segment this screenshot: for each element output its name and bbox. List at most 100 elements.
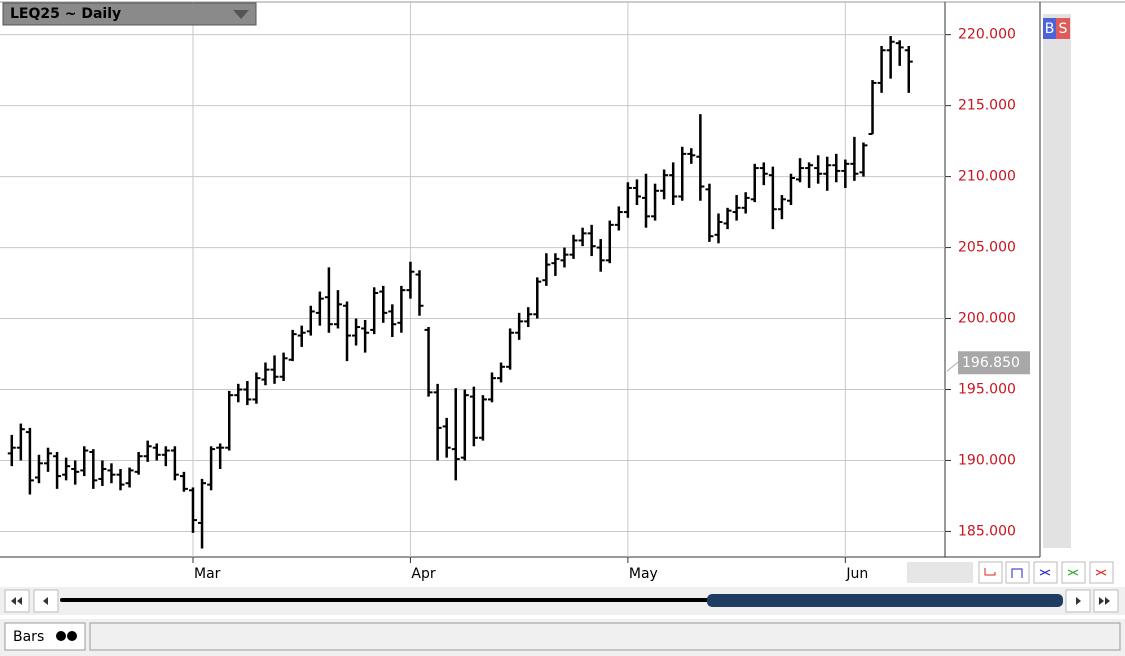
view-icon: [67, 631, 77, 641]
scroll-icon: [1076, 597, 1081, 605]
ohlc-bar: [34, 454, 43, 484]
ohlc-bar: [877, 46, 886, 93]
ohlc-bar: [750, 163, 759, 203]
ohlc-bar: [324, 267, 333, 333]
ohlc-bar: [823, 156, 832, 191]
x-tick-label: Apr: [411, 566, 435, 582]
sell-label: S: [1059, 21, 1068, 37]
ohlc-bar: [7, 434, 16, 467]
ohlc-bar: [451, 388, 460, 481]
ohlc-bar: [660, 169, 669, 200]
ohlc-bar: [814, 155, 823, 184]
ohlc-bar: [605, 220, 614, 264]
y-tick-label: 215.000: [958, 98, 1016, 114]
scroll-icon: [1099, 597, 1110, 605]
scroll-thumb[interactable]: [707, 594, 1063, 607]
tool-icon: [984, 568, 996, 576]
y-tick-label: 200.000: [958, 311, 1016, 327]
ohlc-bar: [850, 136, 859, 181]
ohlc-bar: [569, 234, 578, 259]
ohlc-bar: [270, 355, 279, 384]
ohlc-bar: [841, 159, 850, 188]
ohlc-bar: [723, 207, 732, 230]
ohlc-bar: [705, 183, 714, 242]
ohlc-bar: [759, 162, 768, 186]
ohlc-bar: [170, 446, 179, 481]
spacer: [907, 562, 973, 583]
ohlc-bar: [832, 153, 841, 183]
ohlc-bar: [732, 195, 741, 221]
ohlc-bar: [279, 352, 288, 381]
ohlc-bar: [116, 468, 125, 491]
ohlc-bar: [53, 451, 62, 489]
ohlc-bar: [442, 417, 451, 458]
view-icon: [56, 631, 66, 641]
ohlc-bar: [207, 446, 216, 491]
ohlc-bar: [62, 457, 71, 481]
ohlc-bar: [632, 179, 641, 205]
symbol-box[interactable]: [2, 2, 257, 26]
buy-button[interactable]: [1043, 18, 1056, 39]
ohlc-bar: [614, 206, 623, 231]
y-tick-label: 210.000: [958, 169, 1016, 185]
ohlc-bar: [478, 395, 487, 441]
ohlc-bar: [134, 451, 143, 475]
ohlc-bar: [152, 443, 161, 461]
scroll-icon: [11, 597, 22, 605]
tool-button[interactable]: [1005, 561, 1030, 584]
ohlc-bar: [786, 173, 795, 205]
ohlc-bar: [497, 362, 506, 383]
ohlc-bar: [506, 328, 515, 370]
ohlc-bar: [886, 36, 895, 79]
ohlc-bar: [98, 460, 107, 487]
ohlc-bar: [714, 213, 723, 244]
ohlc-bar: [487, 372, 496, 403]
buy-label: B: [1045, 21, 1055, 37]
ohlc-bar: [460, 389, 469, 461]
ohlc-bar: [188, 487, 197, 533]
ohlc-bar: [216, 443, 225, 469]
ohlc-bar: [243, 380, 252, 406]
plot-area: 185.000 190.000 195.000 200.000 205.000 210.0…: [0, 2, 1030, 582]
ohlc-bar: [71, 460, 80, 485]
ohlc-bar: [252, 372, 261, 404]
ohlc-bar: [44, 447, 53, 472]
y-tick-label: 205.000: [958, 240, 1016, 256]
side-panel: [1043, 14, 1071, 548]
ohlc-bar: [542, 253, 551, 286]
tool-button[interactable]: [978, 561, 1003, 584]
dropdown-arrow[interactable]: [233, 10, 249, 19]
ohlc-bar: [560, 247, 569, 268]
tool-icon: [1039, 569, 1051, 576]
view-tab-label: Bars: [13, 629, 44, 645]
ohlc-bar: [415, 270, 424, 316]
ohlc-bar: [379, 285, 388, 323]
ohlc-bar: [524, 307, 533, 328]
ohlc-bar: [741, 192, 750, 214]
ohlc-bar: [551, 253, 560, 276]
ohlc-bar: [161, 446, 170, 467]
ohlc-bar: [651, 183, 660, 221]
ohlc-bar: [198, 478, 207, 549]
ohlc-bar: [333, 290, 342, 329]
ohlc-bar: [343, 301, 352, 362]
ohlc-bar: [297, 325, 306, 347]
ohlc-bar: [696, 114, 705, 201]
sell-button[interactable]: [1056, 18, 1070, 39]
x-tick-label: Jun: [845, 566, 868, 582]
ohlc-bar: [904, 46, 913, 93]
ohlc-bar: [796, 158, 805, 183]
price-marker-label: 196.850: [962, 355, 1020, 371]
tool-icon: [1067, 569, 1079, 576]
ohlc-bar: [225, 390, 234, 451]
ohlc-bar: [89, 449, 98, 489]
price-marker-box: [958, 351, 1030, 375]
ohlc-bar: [315, 291, 324, 326]
ohlc-bar: [623, 182, 632, 218]
ohlc-bar: [397, 285, 406, 333]
ohlc-bar: [533, 277, 542, 319]
ohlc-bar: [859, 142, 868, 177]
ohlc-bar: [125, 467, 134, 488]
